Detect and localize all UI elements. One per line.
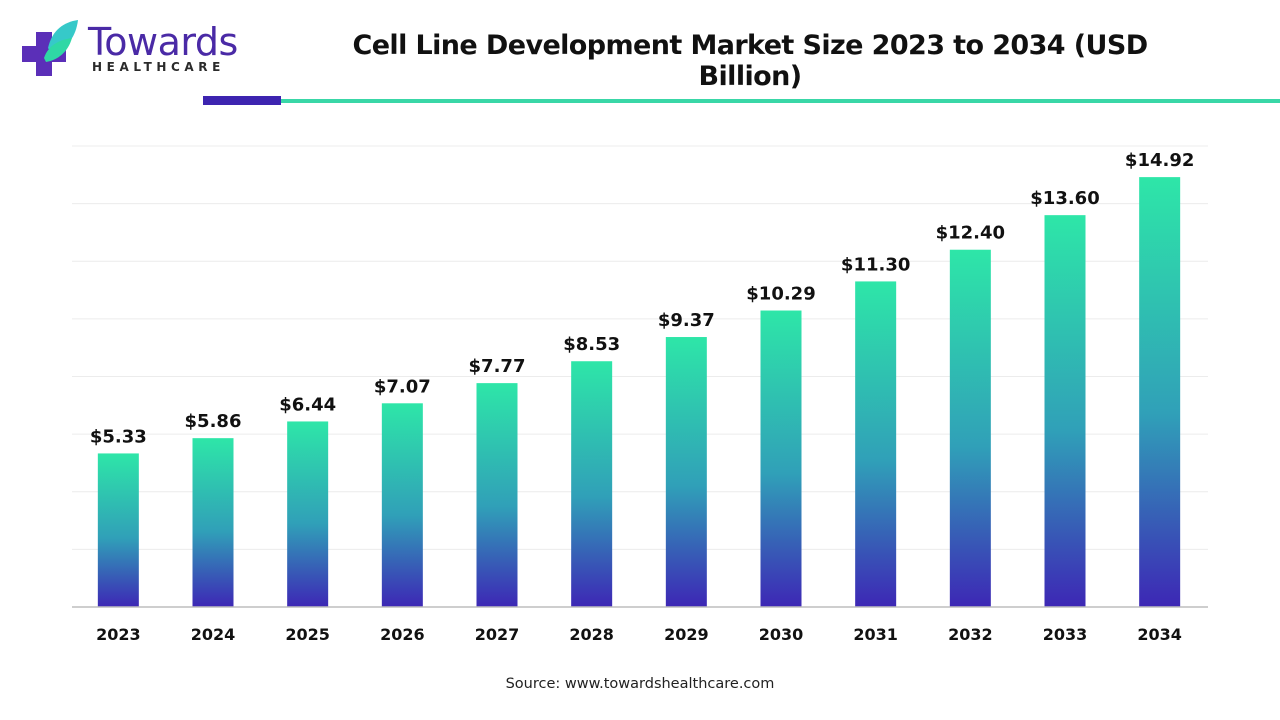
bar-2023: [97, 453, 139, 607]
value-label-2024: $5.86: [185, 411, 242, 432]
header-rule: [281, 99, 1280, 103]
bar-2031: [855, 281, 897, 607]
bar-2034: [1139, 177, 1181, 607]
x-tick-2031: 2031: [853, 625, 898, 644]
value-label-2034: $14.92: [1125, 150, 1194, 171]
bar-2029: [665, 337, 707, 607]
value-label-2027: $7.77: [469, 356, 526, 377]
value-label-2028: $8.53: [563, 334, 620, 355]
brand-subtitle: HEALTHCARE: [92, 60, 225, 74]
value-label-2032: $12.40: [936, 223, 1005, 244]
brand-logo: Towards HEALTHCARE: [18, 18, 248, 82]
x-tick-2034: 2034: [1137, 625, 1182, 644]
bar-2028: [571, 361, 613, 607]
x-tick-2023: 2023: [96, 625, 141, 644]
bar-2026: [381, 403, 423, 607]
bar-2032: [949, 249, 991, 607]
x-tick-2025: 2025: [285, 625, 330, 644]
gridlines: [72, 145, 1208, 550]
plus-cross-leaf-icon: [22, 20, 78, 76]
value-label-2026: $7.07: [374, 376, 431, 397]
x-tick-2032: 2032: [948, 625, 993, 644]
value-label-2030: $10.29: [746, 284, 815, 305]
x-tick-2030: 2030: [759, 625, 804, 644]
source-note: Source: www.towardshealthcare.com: [505, 676, 775, 692]
x-tick-2029: 2029: [664, 625, 709, 644]
x-tick-2027: 2027: [475, 625, 520, 644]
value-label-2031: $11.30: [841, 254, 910, 275]
x-tick-2033: 2033: [1043, 625, 1088, 644]
brand-name: Towards: [88, 20, 238, 64]
value-label-2023: $5.33: [90, 426, 147, 447]
bar-2024: [192, 438, 234, 607]
value-label-2025: $6.44: [279, 394, 336, 415]
value-label-2029: $9.37: [658, 310, 715, 331]
x-axis-ticks: 2023 2024 2025 2026 2027 2028 2029 2030 2031 2032…: [96, 625, 1182, 644]
x-tick-2026: 2026: [380, 625, 425, 644]
bar-2027: [476, 383, 518, 607]
bar-2025: [287, 421, 329, 607]
x-tick-2028: 2028: [569, 625, 614, 644]
chart-title: Cell Line Development Market Size 2023 t…: [352, 30, 1148, 92]
value-label-2033: $13.60: [1030, 188, 1099, 209]
bar-2033: [1044, 215, 1086, 607]
bars: [97, 177, 1181, 607]
x-tick-2024: 2024: [191, 625, 236, 644]
header-accent-bar: [203, 96, 281, 105]
value-labels: $5.33 $5.86 $6.44 $7.07 $7.77 $8.53 $9.37 $10.2…: [90, 150, 1195, 447]
bar-2030: [760, 310, 802, 607]
